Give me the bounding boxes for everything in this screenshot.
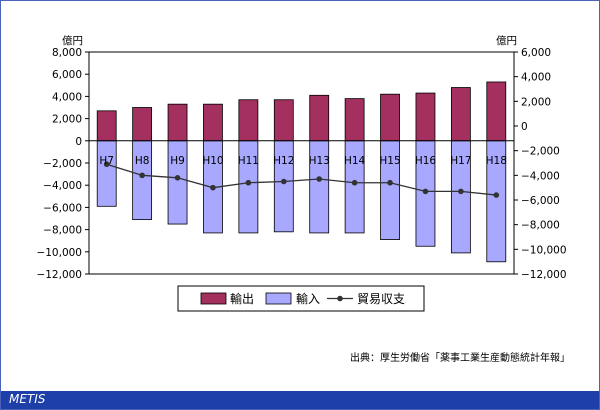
category-label: H17 — [450, 155, 471, 167]
balance-point — [387, 179, 393, 186]
export-bar — [238, 99, 259, 142]
category-label: H8 — [135, 155, 150, 167]
left-tick-label: −4,000 — [43, 180, 82, 192]
balance-point — [280, 178, 287, 185]
category-label: H12 — [273, 155, 294, 167]
right-tick-label: −8,000 — [521, 220, 560, 232]
right-axis-ticks: −12,000 −10,000 −8,000 −6,000 −4,000 −2,000 0 2… — [521, 47, 567, 281]
right-tick-label: 2,000 — [521, 96, 551, 108]
export-bar — [132, 107, 153, 142]
right-tick-label: 0 — [521, 121, 528, 133]
left-tick-label: −8,000 — [43, 225, 82, 237]
left-tick-label: 6,000 — [52, 69, 82, 81]
category-label: H10 — [202, 155, 223, 167]
legend-swatch-import — [265, 292, 292, 305]
category-label: H16 — [415, 155, 437, 167]
import-bar — [167, 140, 188, 225]
left-tick-label: 2,000 — [52, 114, 82, 126]
chart-svg: H7 H8 H9 H10 H11 H12 H13 H14 H15 H16 H17 H18 −12,00… — [36, 34, 567, 312]
balance-point — [103, 161, 110, 168]
import-bar — [132, 140, 153, 221]
left-tick-label: −2,000 — [43, 158, 82, 170]
balance-point — [351, 179, 358, 186]
balance-point — [493, 192, 500, 198]
footer-label: METIS — [9, 392, 46, 406]
balance-point — [210, 184, 216, 191]
export-bar — [415, 92, 436, 142]
export-bar — [167, 103, 188, 142]
balance-point — [245, 179, 252, 186]
left-tick-label: −10,000 — [36, 247, 82, 259]
balance-point — [139, 172, 145, 179]
category-label: H9 — [170, 155, 185, 167]
right-tick-label: −10,000 — [521, 244, 567, 256]
right-tick-label: −2,000 — [521, 146, 560, 158]
export-bar — [450, 87, 471, 142]
export-bar — [309, 94, 330, 142]
category-label: H15 — [379, 155, 400, 167]
export-bar — [486, 81, 507, 142]
right-axis-unit: 億円 — [496, 34, 517, 47]
import-bar — [96, 140, 117, 207]
legend: 輸出 輸入 貿易収支 — [177, 285, 425, 312]
legend-label-export: 輸出 — [230, 291, 254, 306]
plot-area — [88, 51, 515, 275]
right-tick-label: −12,000 — [521, 269, 567, 281]
source-note: 出典：厚生労働省「薬事工業生産動態統計年報」 — [350, 353, 570, 364]
footer-bar: METIS — [1, 391, 599, 409]
chart-bars — [96, 81, 507, 263]
left-axis-ticks: −12,000 −10,000 −8,000 −6,000 −4,000 −2,000 0 2… — [36, 47, 82, 281]
chart-line — [103, 161, 500, 198]
category-label: H11 — [238, 155, 259, 167]
left-tick-label: 4,000 — [52, 91, 82, 103]
legend-swatch-balance-marker — [337, 295, 343, 302]
legend-swatch-export — [200, 292, 227, 305]
left-axis-unit: 億円 — [62, 34, 83, 47]
category-label: H7 — [99, 155, 114, 167]
right-tick-label: 4,000 — [521, 72, 551, 84]
balance-point — [316, 176, 323, 182]
category-labels: H7 H8 H9 H10 H11 H12 H13 H14 H15 H16 H17 H18 — [99, 155, 507, 167]
category-label: H14 — [344, 155, 366, 167]
balance-point — [422, 188, 429, 195]
left-tick-label: −6,000 — [43, 202, 82, 214]
legend-label-balance: 貿易収支 — [357, 292, 405, 306]
export-bar — [203, 103, 223, 142]
left-tick-label: −12,000 — [36, 269, 82, 281]
export-bar — [344, 98, 365, 142]
right-tick-label: −6,000 — [521, 195, 560, 207]
export-bar — [380, 93, 400, 142]
balance-line — [106, 163, 497, 196]
export-bar — [273, 99, 294, 142]
left-tick-label: 0 — [75, 136, 82, 148]
left-tick-label: 8,000 — [52, 47, 82, 59]
export-bar — [96, 110, 117, 142]
chart-axes — [85, 51, 518, 275]
balance-point — [458, 188, 464, 195]
balance-point — [174, 175, 181, 181]
right-tick-label: 6,000 — [521, 47, 551, 59]
category-label: H18 — [486, 155, 507, 167]
category-label: H13 — [309, 155, 330, 167]
right-tick-label: −4,000 — [521, 170, 560, 182]
legend-label-import: 輸入 — [296, 291, 320, 306]
